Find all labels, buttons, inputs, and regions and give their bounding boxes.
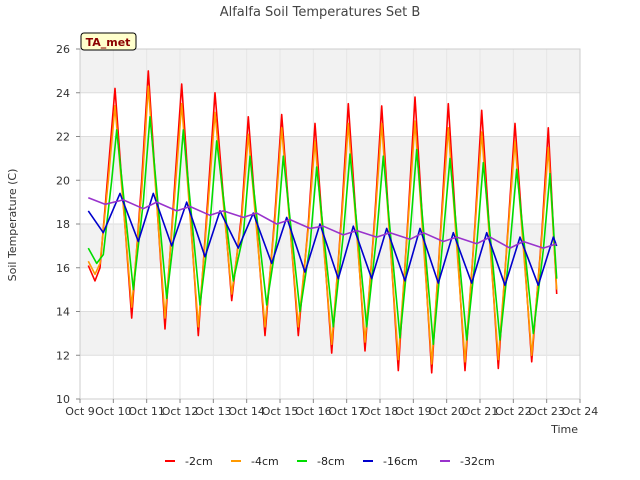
x-tick-label: Oct 10 bbox=[95, 405, 132, 418]
y-tick-label: 10 bbox=[56, 393, 70, 406]
legend-label: -16cm bbox=[383, 455, 418, 468]
y-axis-title: Soil Temperature (C) bbox=[6, 169, 19, 282]
y-tick-label: 16 bbox=[56, 262, 70, 275]
x-tick-label: Oct 23 bbox=[528, 405, 565, 418]
legend-label: -4cm bbox=[251, 455, 279, 468]
x-tick-label: Oct 9 bbox=[65, 405, 95, 418]
background-band bbox=[80, 92, 580, 137]
x-tick-label: Oct 20 bbox=[428, 405, 465, 418]
y-tick-label: 26 bbox=[56, 43, 70, 56]
ta-met-annotation: TA_met bbox=[80, 32, 137, 51]
x-tick-label: Oct 11 bbox=[128, 405, 165, 418]
x-tick-label: Oct 14 bbox=[228, 405, 265, 418]
legend: -2cm -4cm -8cm -16cm -32cm bbox=[165, 455, 495, 468]
y-tick-label: 24 bbox=[56, 87, 70, 100]
x-tick-label: Oct 18 bbox=[362, 405, 399, 418]
y-tick-label: 18 bbox=[56, 218, 70, 231]
background-band bbox=[80, 49, 580, 93]
x-tick-label: Oct 21 bbox=[462, 405, 499, 418]
series-line-16cm bbox=[87, 192, 558, 287]
x-tick-label: Oct 17 bbox=[328, 405, 365, 418]
x-tick-label: Oct 19 bbox=[395, 405, 432, 418]
ta-met-box bbox=[80, 32, 137, 51]
y-tick-label: 12 bbox=[56, 349, 70, 362]
x-tick-label: Oct 24 bbox=[562, 405, 599, 418]
legend-label: -32cm bbox=[460, 455, 495, 468]
ta-met-label: TA_met bbox=[86, 36, 131, 49]
x-axis-title: Time bbox=[550, 423, 578, 436]
x-tick-label: Oct 22 bbox=[495, 405, 532, 418]
y-tick-label: 14 bbox=[56, 306, 70, 319]
series-line-32cm bbox=[88, 197, 557, 249]
y-tick-label: 22 bbox=[56, 131, 70, 144]
legend-label: -8cm bbox=[317, 455, 345, 468]
series-line-8cm bbox=[87, 116, 558, 346]
x-tick-label: Oct 13 bbox=[195, 405, 232, 418]
x-tick-label: Oct 15 bbox=[262, 405, 299, 418]
legend-label: -2cm bbox=[185, 455, 213, 468]
series-lines bbox=[87, 70, 558, 374]
plot-background-bands bbox=[80, 49, 580, 399]
chart-title: Alfalfa Soil Temperatures Set B bbox=[220, 5, 421, 20]
background-band bbox=[80, 355, 580, 399]
background-band bbox=[80, 180, 580, 224]
y-axis-ticks: 10 12 14 16 18 20 22 24 26 bbox=[56, 43, 80, 406]
x-tick-label: Oct 12 bbox=[162, 405, 199, 418]
x-tick-label: Oct 16 bbox=[295, 405, 332, 418]
y-tick-label: 20 bbox=[56, 174, 70, 187]
background-band bbox=[80, 136, 580, 181]
